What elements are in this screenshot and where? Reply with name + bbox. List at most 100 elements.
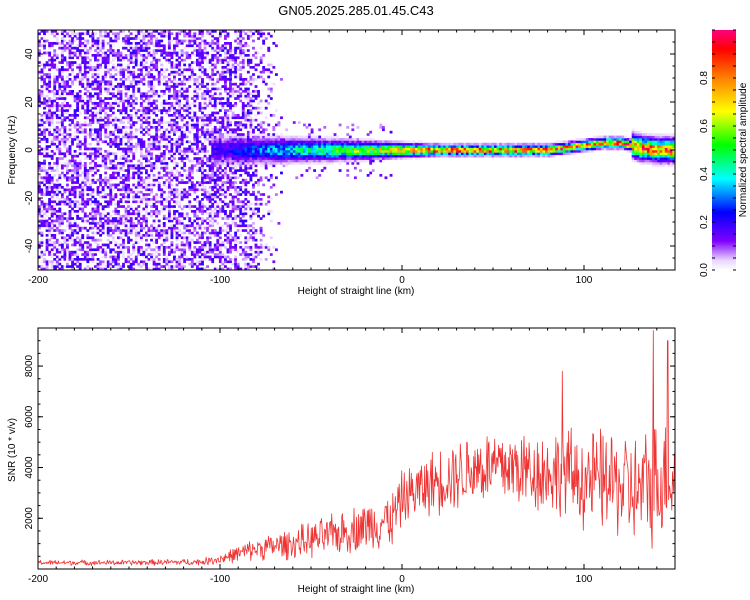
spectrogram-cell xyxy=(76,166,80,170)
spectrogram-cell xyxy=(45,238,49,242)
spectrogram-cell xyxy=(129,46,133,50)
spectrogram-cell xyxy=(50,176,54,180)
spectrogram-cell xyxy=(122,255,125,259)
spectrogram-cell xyxy=(262,135,266,139)
spectrogram-cell xyxy=(208,97,212,100)
spectrogram-cell xyxy=(262,54,266,57)
chart-title: GN05.2025.285.01.45.C43 xyxy=(278,3,433,18)
spectrogram-cell xyxy=(267,248,271,252)
spectrogram-cell xyxy=(119,231,123,235)
spectrogram-cell xyxy=(58,255,62,259)
spectrogram-cell xyxy=(241,157,245,160)
spectrogram-cell xyxy=(129,166,133,170)
spectrogram-cell xyxy=(40,265,44,268)
spectrogram-cell xyxy=(236,68,240,72)
spectrogram-cell xyxy=(231,154,235,158)
spectrogram-cell xyxy=(48,190,52,194)
spectrogram-cell xyxy=(45,39,49,43)
spectrogram-cell xyxy=(134,190,138,194)
spectrogram-cell xyxy=(241,169,245,172)
spectrogram-cell xyxy=(88,106,92,110)
spectrogram-cell xyxy=(96,68,100,72)
spectrogram-cell xyxy=(224,202,227,206)
spectrogram-cell xyxy=(76,121,80,124)
spectrogram-cell xyxy=(71,258,74,261)
spectrogram-cell xyxy=(122,126,125,129)
spectrogram-cell xyxy=(170,66,174,69)
spectrogram-cell xyxy=(127,231,131,235)
spectrogram-cell xyxy=(252,78,255,81)
spectrogram-cell xyxy=(234,236,238,240)
spectrogram-cell xyxy=(55,248,59,252)
spectrogram-cell xyxy=(246,224,250,228)
spectrogram-cell xyxy=(66,34,69,38)
spectrogram-cell xyxy=(234,102,238,105)
spectrogram-cell xyxy=(101,80,105,84)
spectrogram-cell xyxy=(127,181,131,184)
spectrogram-cell xyxy=(150,135,153,139)
spectrogram-cell xyxy=(38,73,41,76)
spectrogram-cell xyxy=(155,193,159,196)
spectrogram-cell xyxy=(229,68,232,72)
spectrogram-cell xyxy=(257,253,260,256)
spectrogram-cell xyxy=(116,226,120,230)
spectrogram-cell xyxy=(134,61,138,64)
spectrogram-cell xyxy=(96,267,100,270)
spectrogram-cell xyxy=(116,128,120,132)
spectrogram-cell xyxy=(53,219,57,223)
spectrogram-cell xyxy=(71,80,74,84)
spectrogram-cell xyxy=(63,200,67,204)
spectrogram-cell xyxy=(71,265,74,268)
spectrogram-cell xyxy=(45,121,49,124)
spectrogram-cell xyxy=(73,94,77,98)
spectrogram-cell xyxy=(244,219,248,223)
spectrogram-cell xyxy=(155,63,159,67)
spectrogram-cell xyxy=(124,169,128,172)
spectrogram-cell xyxy=(190,78,194,81)
spectrogram-cell xyxy=(50,262,54,266)
spectrogram-cell xyxy=(94,147,97,151)
spectrogram-cell xyxy=(38,255,41,259)
spectrogram-cell xyxy=(208,248,212,252)
spectrogram-cell xyxy=(170,142,174,146)
spectrogram-cell xyxy=(38,99,41,103)
spectrogram-cell xyxy=(244,32,248,36)
spectrogram-cell xyxy=(53,193,57,196)
spectrogram-cell xyxy=(188,224,192,228)
spectrogram-cell xyxy=(99,90,102,93)
spectrogram-cell xyxy=(60,164,64,168)
spectrogram-cell xyxy=(198,234,202,237)
spectrogram-cell xyxy=(213,181,217,184)
spectrogram-cell xyxy=(167,94,171,98)
spectrogram-cell xyxy=(195,92,199,96)
spectrogram-cell xyxy=(157,248,161,252)
spectrogram-cell xyxy=(262,193,266,196)
spectrogram-cell xyxy=(152,37,156,40)
spectrogram-cell xyxy=(86,42,90,45)
spectrogram-cell xyxy=(224,126,227,129)
spectrogram-cell xyxy=(145,92,148,96)
spectrogram-cell xyxy=(165,111,169,115)
spectrogram-cell xyxy=(38,164,41,168)
spectrogram-cell xyxy=(173,37,176,40)
spectrogram-cell xyxy=(147,116,151,120)
spectrogram-cell xyxy=(190,116,194,120)
spectrogram-cell xyxy=(142,121,146,124)
spectrogram-cell xyxy=(40,78,44,81)
spectrogram-cell xyxy=(165,138,169,141)
spectrogram-cell xyxy=(99,97,102,100)
spectrogram-cell xyxy=(96,111,100,115)
spectrogram-cell xyxy=(231,56,235,60)
spectrogram-cell xyxy=(236,51,240,55)
spectrogram-cell xyxy=(157,118,161,122)
spectrogram-cell xyxy=(213,174,217,177)
spectrogram-cell xyxy=(109,114,113,117)
spectrogram-cell xyxy=(152,210,156,213)
spectrogram-cell xyxy=(122,195,125,199)
spectrogram-cell xyxy=(241,164,245,168)
spectrogram-cell xyxy=(155,58,159,62)
spectrogram-cell xyxy=(60,265,64,268)
spectrogram-cell xyxy=(76,94,80,98)
spectrogram-cell xyxy=(173,176,176,180)
spectrogram-cell xyxy=(185,214,189,218)
